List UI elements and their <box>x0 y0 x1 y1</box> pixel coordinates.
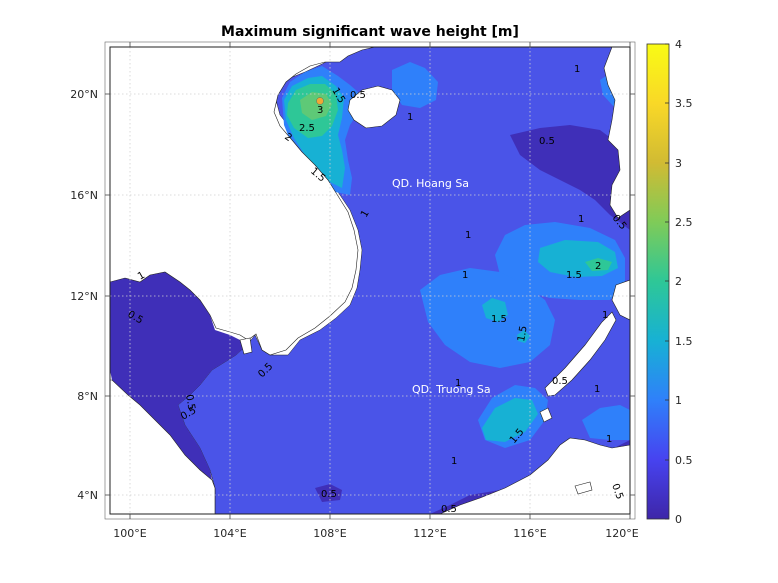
colorbar-tick-label: 0.5 <box>675 454 693 467</box>
lon-tick-label: 116°E <box>513 527 546 540</box>
map-gridlines <box>110 47 630 514</box>
colorbar-tick-label: 0 <box>675 513 682 526</box>
contour-label: 0.5 <box>552 376 568 387</box>
palawan-island <box>544 311 617 397</box>
lon-tick-label: 100°E <box>113 527 146 540</box>
lon-tick-label: 108°E <box>313 527 346 540</box>
contour-label: 2 <box>595 261 601 272</box>
mainland-landmass <box>110 47 376 356</box>
contour-label: 1 <box>359 208 372 219</box>
lat-tick-label: 4°N <box>77 489 98 502</box>
southwest-low-area <box>315 484 342 502</box>
longitude-labels: 100°E 104°E 108°E 112°E 116°E 120°E <box>113 527 638 540</box>
northeast-mid-area <box>392 62 438 108</box>
wave-peak <box>316 97 324 105</box>
colorbar-tick-label: 1.5 <box>675 335 693 348</box>
contour-label: 0.5 <box>183 394 197 412</box>
contour-label: 3 <box>317 105 323 116</box>
hainan-island <box>347 85 401 129</box>
philippine-mid-area <box>582 405 630 440</box>
truong-sa-label: QD. Truong Sa <box>412 383 491 396</box>
colorbar-tick-label: 3.5 <box>675 97 693 110</box>
lon-tick-label: 104°E <box>213 527 246 540</box>
contour-labels: 1 1.5 0.5 3 2.5 2 1.5 1 1 0.5 1 1 1 1.5 … <box>126 64 629 515</box>
lat-tick-label: 16°N <box>70 189 98 202</box>
tiny-high-blob <box>517 330 530 343</box>
latitude-labels: 20°N 16°N 12°N 8°N 4°N <box>70 88 98 502</box>
small-island-borneo-north <box>539 407 553 423</box>
colorbar-tick-label: 2.5 <box>675 216 693 229</box>
colorbar <box>646 43 670 520</box>
contour-label: 0.5 <box>350 90 366 101</box>
contour-label: 0.5 <box>609 482 625 501</box>
colorbar-labels: 4 3.5 3 2.5 2 1.5 1 0.5 0 <box>675 38 693 526</box>
lon-tick-label: 120°E <box>605 527 638 540</box>
map-outer-frame <box>104 41 636 520</box>
lon-tick-label: 112°E <box>413 527 446 540</box>
contour-label: 2 <box>282 131 294 144</box>
contour-label: 0.5 <box>539 136 555 147</box>
malay-peninsula <box>110 379 216 514</box>
small-island-south <box>574 481 593 495</box>
east-low-area <box>510 125 630 230</box>
contour-label: 1 <box>602 310 608 321</box>
colorbar-tick-label: 3 <box>675 157 682 170</box>
contour-label: 1 <box>462 270 468 281</box>
contour-label: 1 <box>465 230 471 241</box>
contour-label: 1.5 <box>566 270 582 281</box>
contour-label: 1 <box>594 384 600 395</box>
lat-tick-label: 12°N <box>70 290 98 303</box>
colorbar-tick-label: 1 <box>675 394 682 407</box>
mindoro-island <box>611 279 630 321</box>
colorbar-tick-label: 2 <box>675 275 682 288</box>
contour-label: 0.5 <box>441 504 457 515</box>
contour-label: 1 <box>455 378 461 389</box>
contour-label: 1 <box>136 270 147 283</box>
gulf-of-thailand-low <box>110 272 247 480</box>
contour-label: 1.5 <box>491 314 507 325</box>
gulf-tonkin-2_5m <box>300 92 332 120</box>
contour-label: 0.5 <box>321 489 337 500</box>
small-island-gulf <box>239 337 253 355</box>
colorbar-tick-label: 4 <box>675 38 682 51</box>
frame-ticks <box>105 42 635 519</box>
contour-label: 1 <box>574 64 580 75</box>
contour-label: 1 <box>606 434 612 445</box>
map-frame <box>109 46 631 515</box>
contour-label: 1 <box>407 112 413 123</box>
map-plot-area: 1 1.5 0.5 3 2.5 2 1.5 1 1 0.5 1 1 1 1.5 … <box>110 47 630 515</box>
philippines-islands <box>603 47 630 219</box>
lat-tick-label: 20°N <box>70 88 98 101</box>
hoang-sa-label: QD. Hoang Sa <box>392 177 469 190</box>
contour-label: 2.5 <box>299 123 315 134</box>
south-high-area <box>482 398 538 442</box>
east-2m-area <box>585 258 612 271</box>
contour-label: 1 <box>578 214 584 225</box>
lat-tick-label: 8°N <box>77 390 98 403</box>
contour-label: 1.5 <box>516 325 530 343</box>
map-title: Maximum significant wave height [m] <box>221 24 519 40</box>
contour-label: 1 <box>451 456 457 467</box>
central-high-blob <box>482 298 508 322</box>
colorbar-ticks <box>665 43 669 520</box>
